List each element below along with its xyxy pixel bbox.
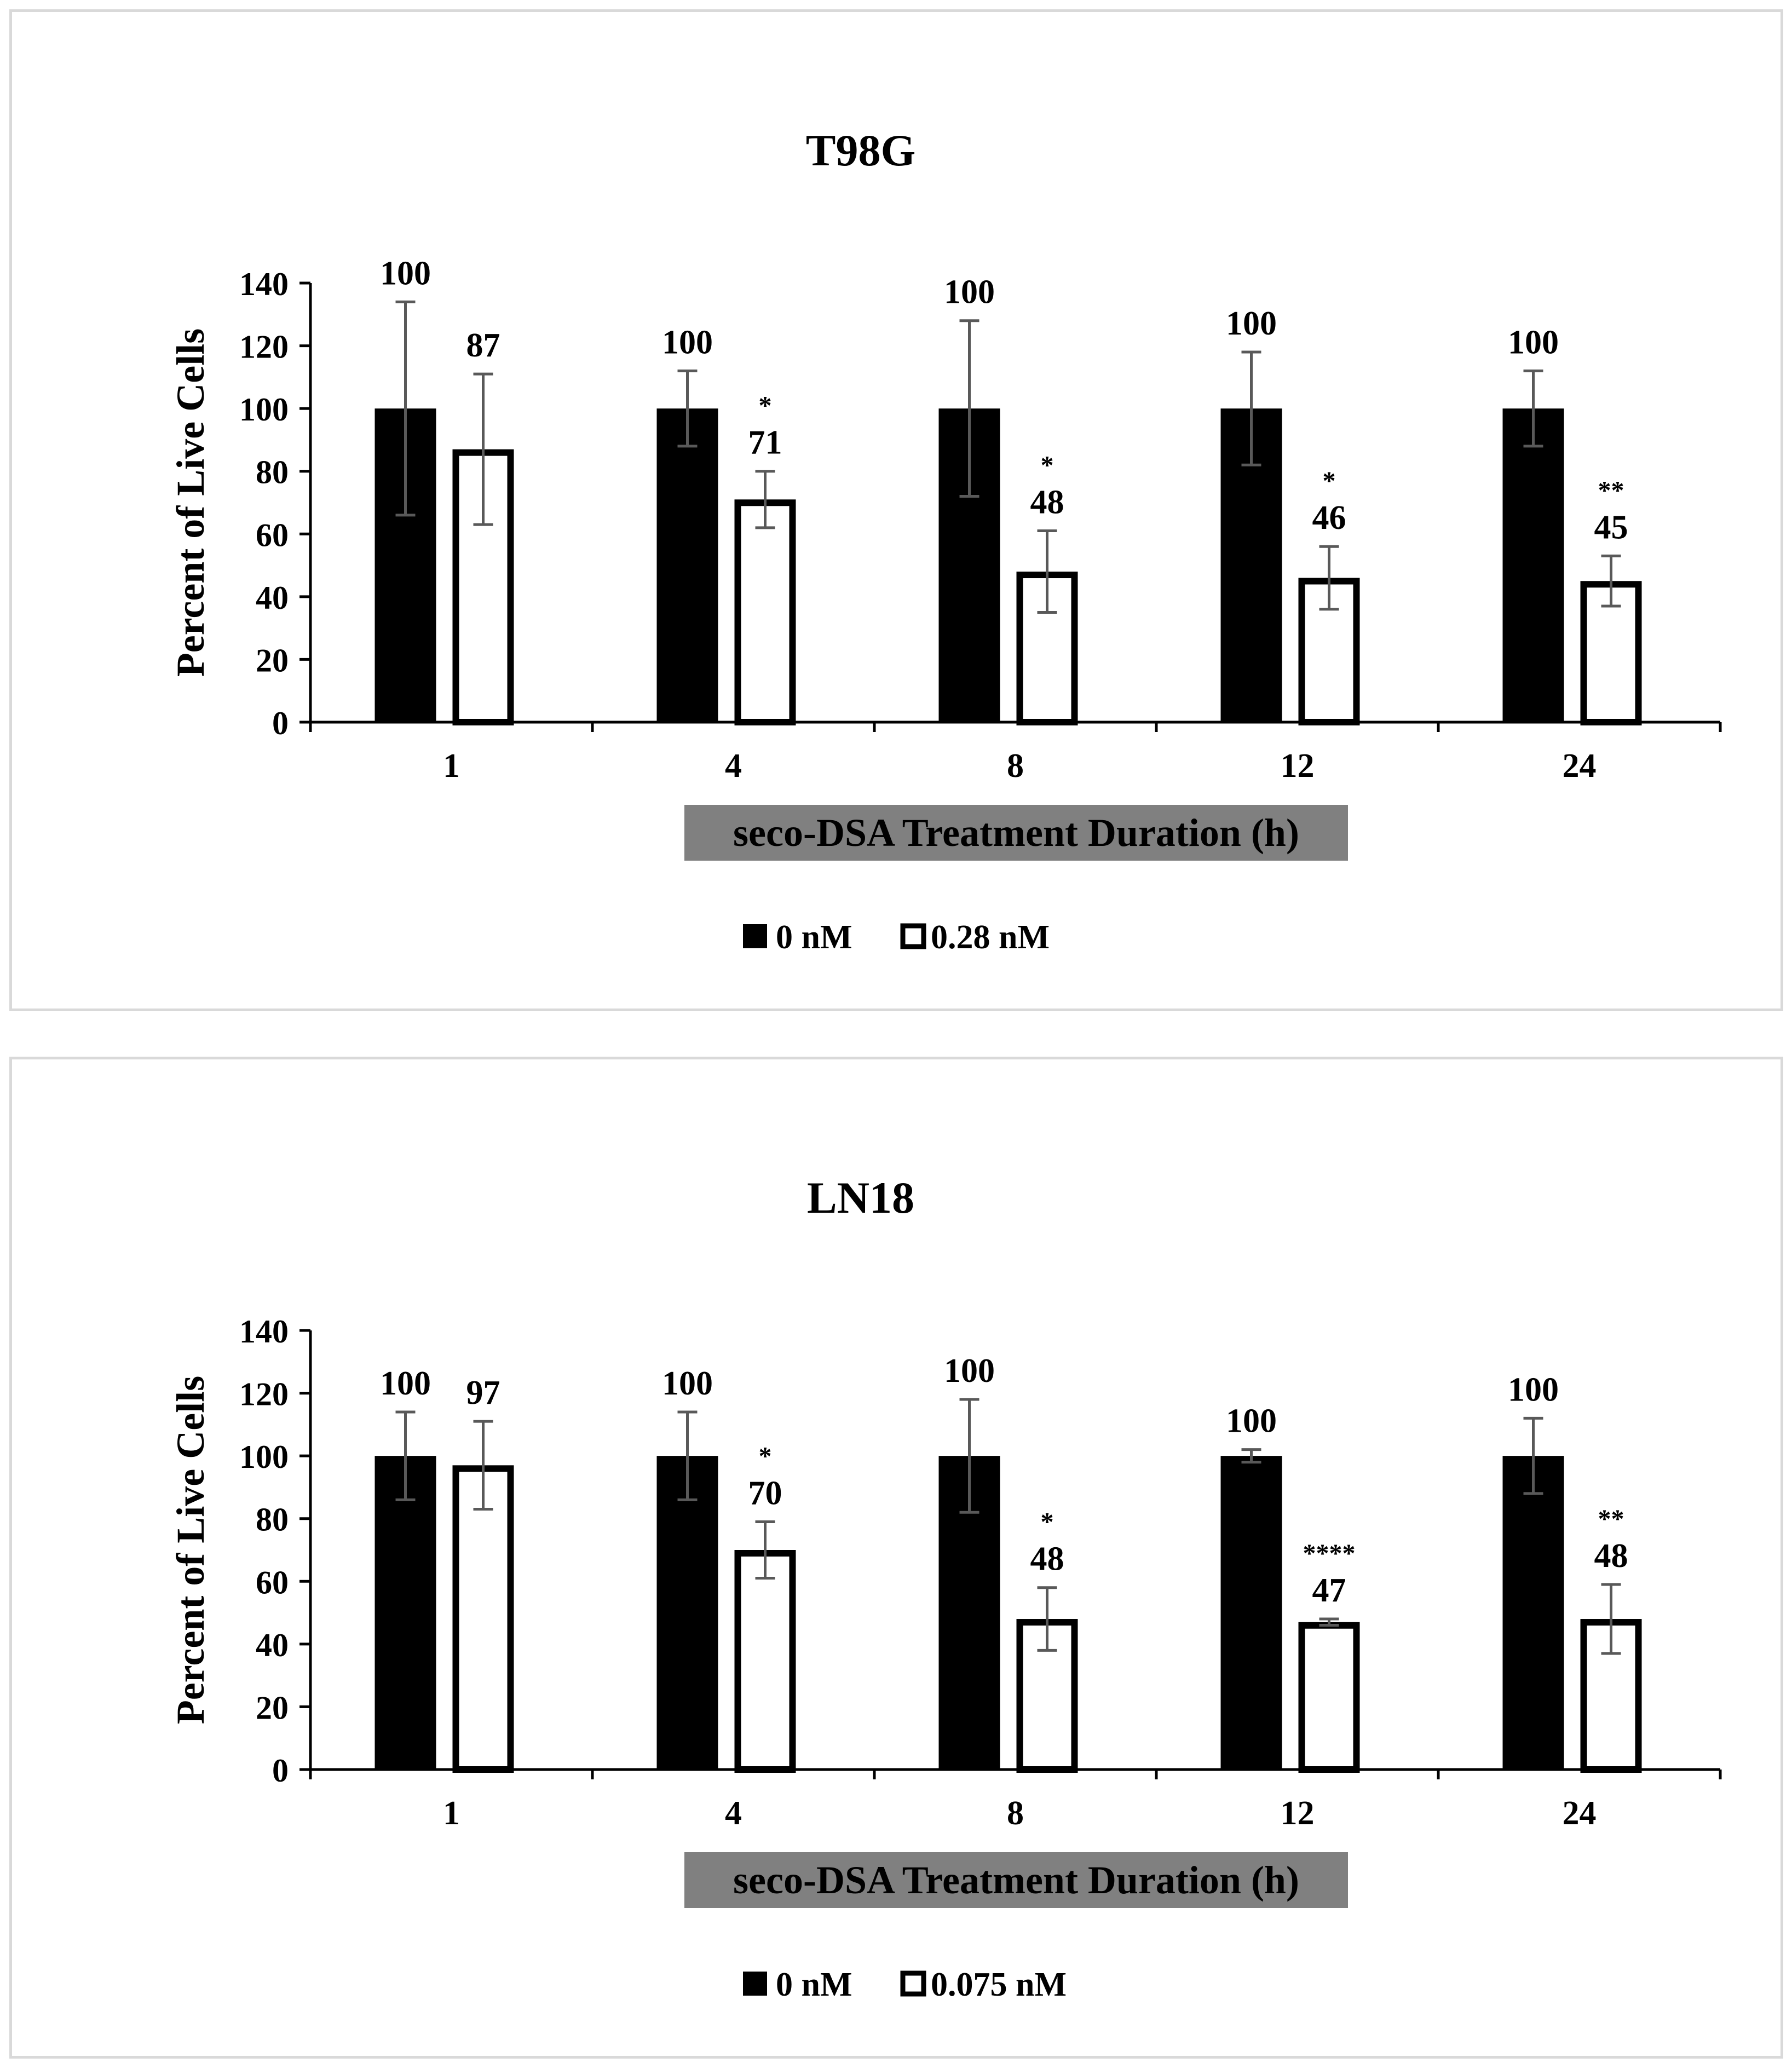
legend-swatch-filled — [743, 924, 767, 948]
x-axis-label-background — [684, 1852, 1348, 1908]
y-tick-label: 100 — [239, 1439, 289, 1475]
bar-filled — [1502, 1456, 1564, 1770]
data-label: 71 — [748, 424, 782, 462]
data-label: 100 — [1226, 1403, 1277, 1440]
bar-hollow — [1298, 1622, 1360, 1773]
x-tick-label: 12 — [1281, 747, 1315, 785]
legend-label: 0 nM — [776, 919, 852, 956]
x-tick-label: 8 — [1007, 1795, 1024, 1832]
chart-title: LN18 — [807, 1173, 914, 1223]
y-tick-label: 40 — [256, 1627, 289, 1663]
y-tick-label: 20 — [256, 1690, 289, 1726]
y-tick-label: 0 — [272, 705, 289, 741]
data-label: 100 — [662, 1365, 713, 1402]
y-tick-label: 60 — [256, 517, 289, 553]
y-tick-label: 80 — [256, 1502, 289, 1538]
legend-swatch-hollow — [900, 923, 926, 949]
data-label: 100 — [1508, 324, 1559, 361]
legend-swatch-filled — [743, 1972, 767, 1996]
y-tick-label: 140 — [239, 266, 289, 302]
x-axis-label-background — [684, 805, 1348, 861]
chart-panel-ln18: LN18 Percent of Live Cells 0 20 40 60 80 100 120… — [9, 1057, 1783, 2059]
y-tick-label: 140 — [239, 1313, 289, 1350]
data-label: 100 — [662, 324, 713, 361]
chart-panel-t98g: T98G Percent of Live Cells 0 20 40 60 80 100 120… — [9, 9, 1783, 1011]
x-tick-label: 12 — [1281, 1795, 1315, 1832]
bar-filled — [374, 1456, 436, 1770]
y-axis-label: Percent of Live Cells — [169, 1376, 212, 1724]
y-tick-label: 0 — [272, 1753, 289, 1789]
significance-marker: * — [1041, 451, 1054, 480]
x-tick-label: 1 — [443, 1795, 460, 1832]
bar-filled — [1220, 1456, 1282, 1770]
significance-marker: ** — [1598, 476, 1624, 505]
data-label: 47 — [1312, 1572, 1346, 1609]
data-label: 97 — [466, 1374, 500, 1411]
bar-hollow — [734, 1550, 796, 1773]
significance-marker: * — [1323, 466, 1336, 495]
x-tick-label: 8 — [1007, 747, 1024, 785]
data-label: 48 — [1030, 1541, 1064, 1578]
x-tick-label: 24 — [1563, 1795, 1597, 1832]
data-label: 46 — [1312, 499, 1346, 537]
data-label: 100 — [1226, 305, 1277, 342]
bar-hollow — [1298, 578, 1360, 725]
data-label: 100 — [944, 274, 995, 311]
legend-label: 0 nM — [776, 1966, 852, 2003]
y-tick-label: 100 — [239, 391, 289, 428]
x-axis-label: seco-DSA Treatment Duration (h) — [733, 811, 1299, 855]
legend-label: 0.075 nM — [931, 1966, 1067, 2003]
significance-marker: * — [759, 1442, 772, 1471]
data-label: 70 — [748, 1474, 782, 1512]
chart-title: T98G — [806, 125, 915, 175]
data-label: 48 — [1030, 484, 1064, 521]
bar-hollow — [452, 1465, 514, 1773]
y-tick-label: 60 — [256, 1564, 289, 1600]
x-tick-label: 1 — [443, 747, 460, 785]
y-axis-label: Percent of Live Cells — [169, 328, 212, 677]
significance-marker: ** — [1598, 1505, 1624, 1534]
y-tick-label: 40 — [256, 580, 289, 616]
x-tick-label: 4 — [725, 747, 742, 785]
data-label: 100 — [944, 1352, 995, 1390]
x-tick-label: 4 — [725, 1795, 742, 1832]
bar-filled — [656, 408, 718, 722]
data-label: 100 — [380, 1365, 431, 1402]
bar-hollow — [734, 499, 796, 725]
y-tick-label: 120 — [239, 1376, 289, 1413]
significance-marker: **** — [1303, 1539, 1356, 1568]
y-tick-label: 80 — [256, 454, 289, 491]
data-label: 100 — [380, 255, 431, 292]
significance-marker: * — [1041, 1508, 1054, 1537]
bar-filled — [656, 1456, 718, 1770]
legend-swatch-hollow — [900, 1970, 926, 1997]
data-label: 100 — [1508, 1371, 1559, 1408]
significance-marker: * — [759, 391, 772, 420]
bar-filled — [1502, 408, 1564, 722]
data-label: 48 — [1594, 1537, 1628, 1575]
x-axis-label: seco-DSA Treatment Duration (h) — [733, 1858, 1299, 1902]
legend-label: 0.28 nM — [931, 919, 1050, 956]
y-tick-label: 20 — [256, 642, 289, 678]
x-tick-label: 24 — [1563, 747, 1597, 785]
data-label: 45 — [1594, 509, 1628, 546]
y-tick-label: 120 — [239, 329, 289, 365]
data-label: 87 — [466, 327, 500, 364]
